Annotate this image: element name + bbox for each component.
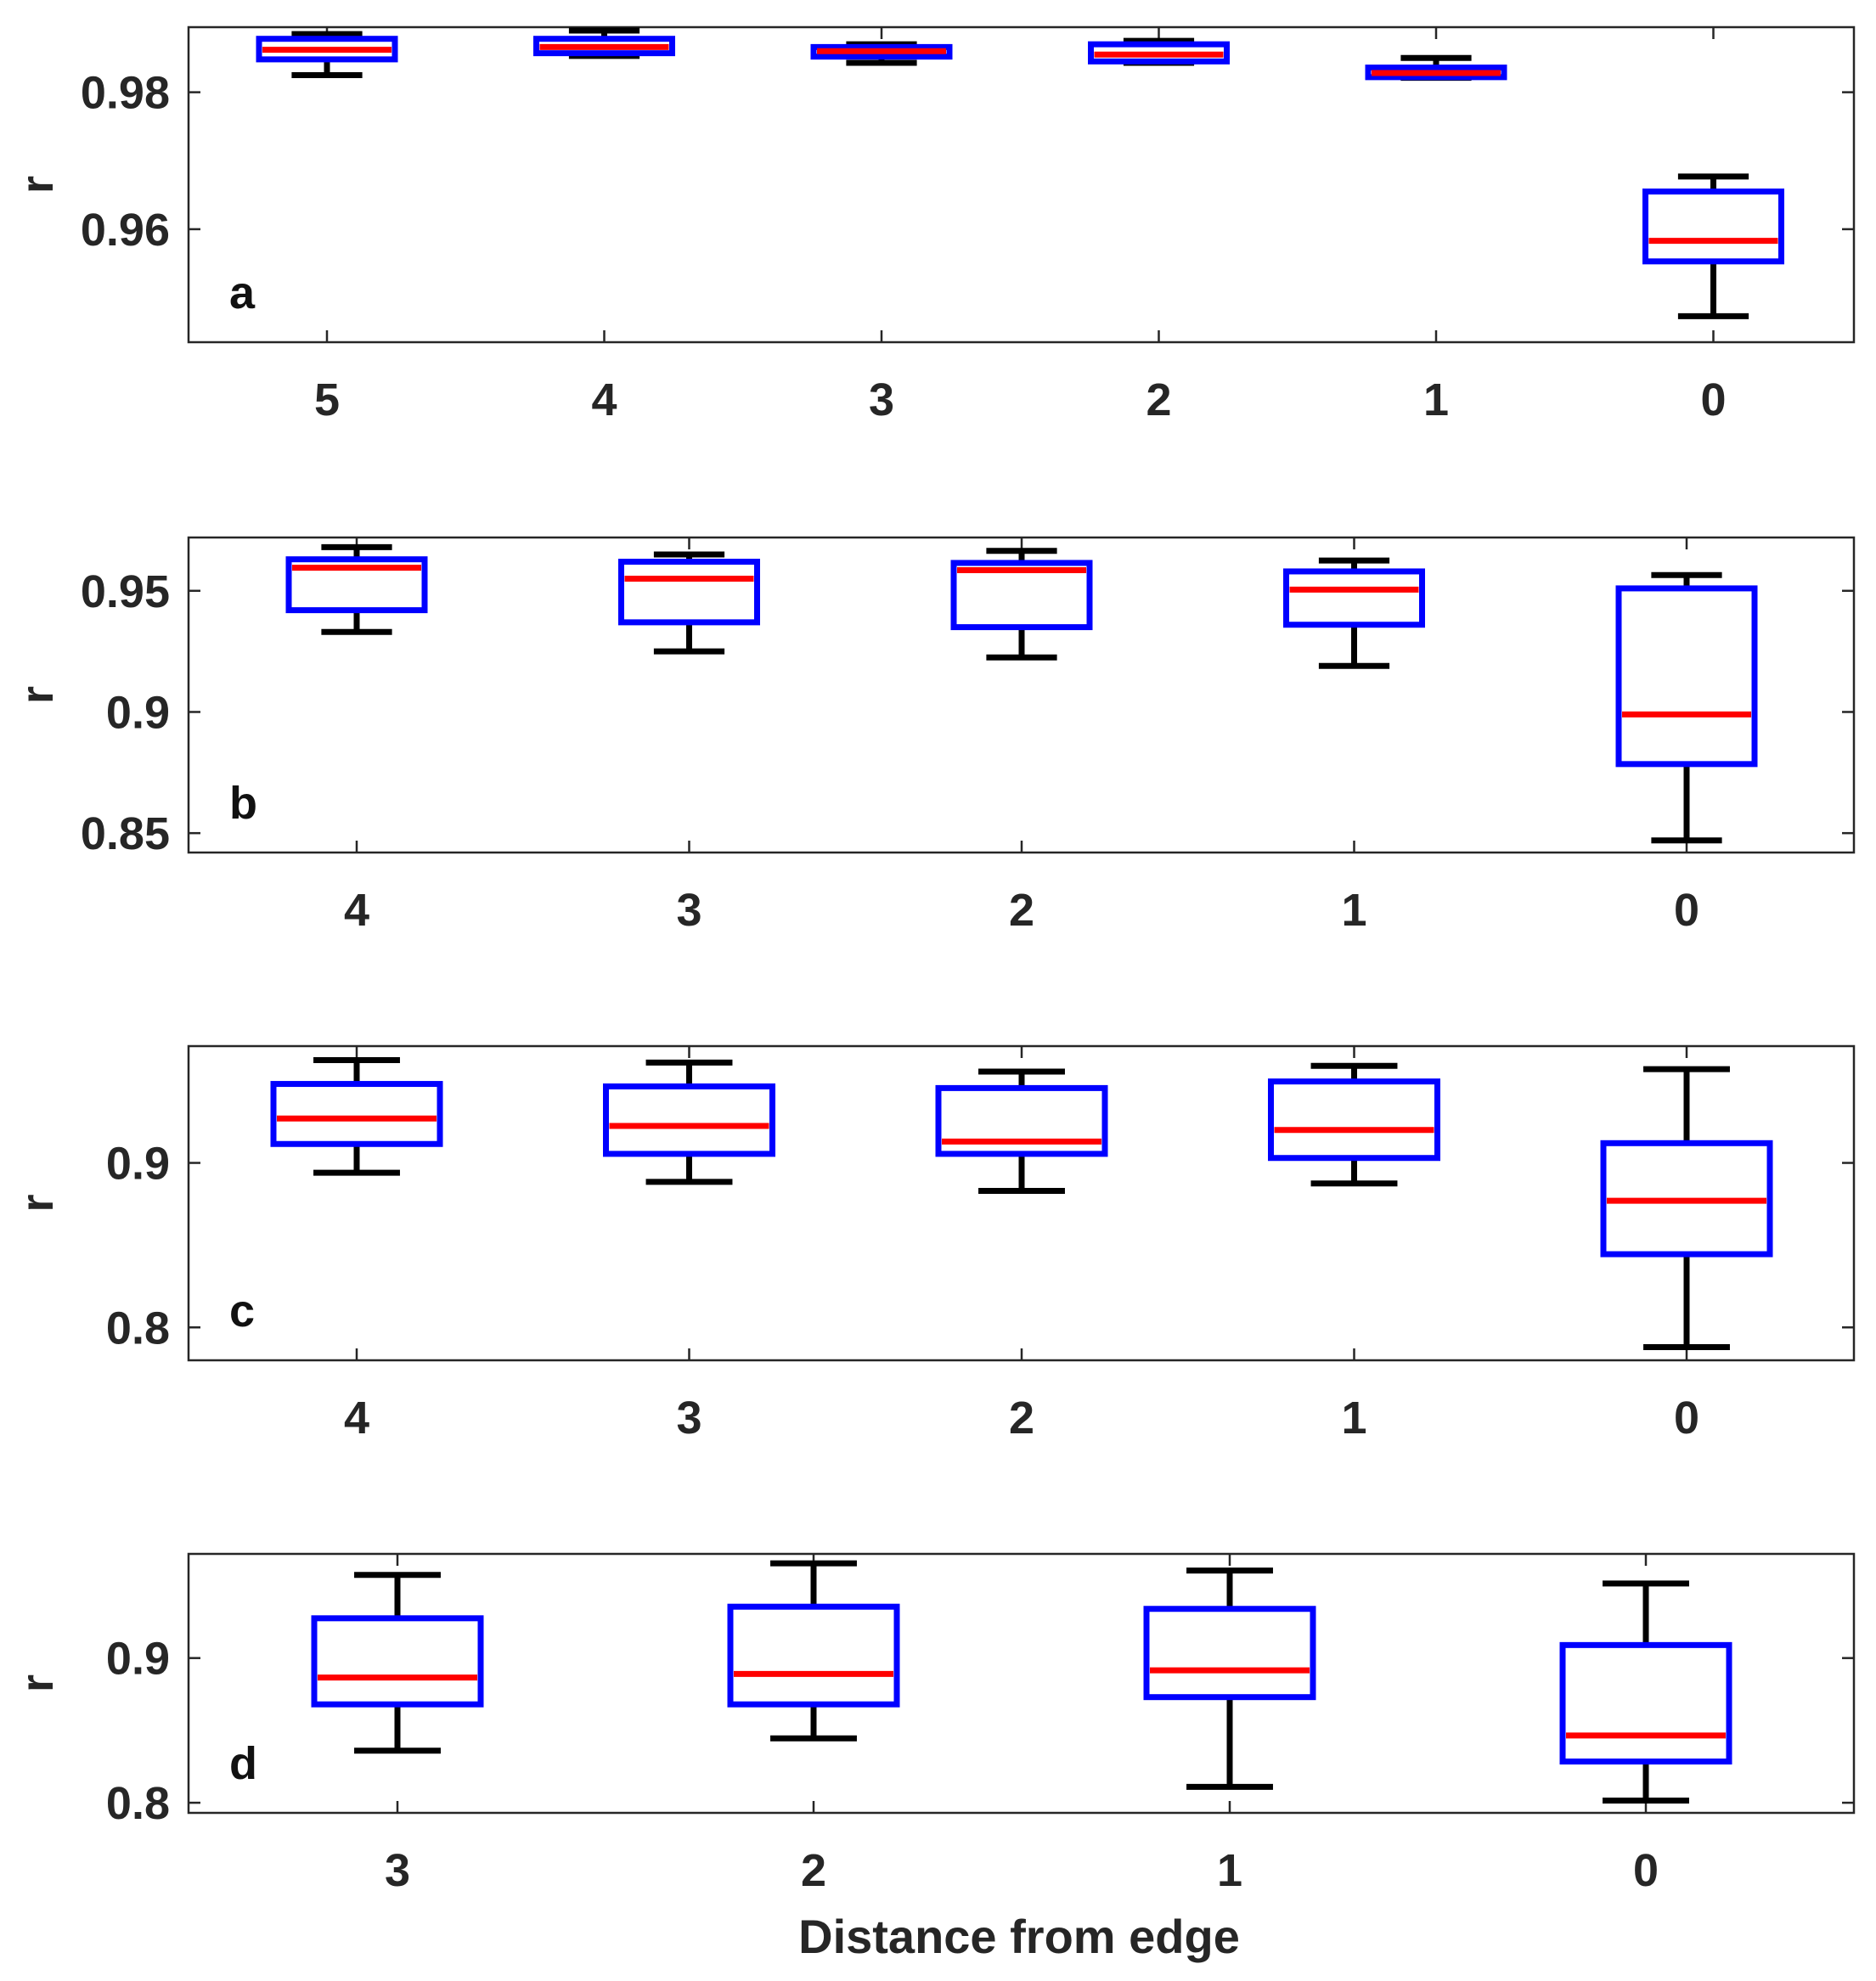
box-iqr: [1283, 568, 1425, 628]
boxplot-a-1: [1365, 54, 1507, 82]
x-tick-label: 4: [344, 885, 369, 936]
box-iqr: [950, 560, 1093, 631]
x-tick-label: 2: [801, 1845, 826, 1896]
x-tick-label: 4: [344, 1393, 369, 1444]
x-tick-label: 0: [1633, 1845, 1659, 1896]
boxplot-a-3: [810, 41, 953, 66]
boxplot-b-2: [950, 548, 1093, 661]
x-tick-label: 3: [676, 1393, 701, 1444]
x-tick-label: 1: [1217, 1845, 1242, 1896]
y-axis-label: r: [12, 176, 63, 194]
box-iqr: [1268, 1078, 1440, 1162]
y-tick-label: 0.95: [81, 566, 170, 617]
boxplot-a-2: [1088, 37, 1230, 66]
boxplot-c-3: [603, 1059, 775, 1185]
x-tick-label: 3: [676, 885, 701, 936]
boxplot-d-3: [311, 1572, 484, 1754]
x-tick-label: 3: [385, 1845, 410, 1896]
x-tick-label: 1: [1341, 885, 1366, 936]
box-iqr: [311, 1615, 484, 1708]
boxplot-a-0: [1642, 173, 1784, 319]
x-tick-label: 1: [1423, 374, 1449, 425]
boxplot-d-2: [727, 1560, 900, 1742]
x-axis-label: Distance from edge: [798, 1910, 1240, 1963]
boxplot-c-0: [1600, 1066, 1773, 1351]
panel-letter: a: [229, 267, 256, 318]
x-tick-label: 4: [591, 374, 617, 425]
axes-frame-a: [187, 25, 1856, 344]
y-tick-label: 0.8: [106, 1303, 170, 1353]
x-tick-label: 0: [1700, 374, 1726, 425]
boxplot-d-1: [1143, 1567, 1316, 1790]
x-tick-label: 1: [1341, 1393, 1366, 1444]
box-iqr: [270, 1081, 443, 1147]
panel-letter: d: [229, 1738, 257, 1789]
axes-frame-d: [187, 1552, 1856, 1815]
y-tick-label: 0.8: [106, 1778, 170, 1829]
y-tick-label: 0.9: [106, 1139, 170, 1190]
panel-d: 0.8 0.9 3 2 1 0 r d: [12, 1552, 1856, 1896]
boxplot-c-1: [1268, 1062, 1440, 1187]
y-axis-label: r: [12, 686, 63, 704]
y-tick-label: 0.9: [106, 1634, 170, 1685]
boxplot-d-0: [1559, 1580, 1732, 1804]
boxplot-b-1: [1283, 557, 1425, 669]
boxplot-b-3: [618, 551, 760, 655]
boxplot-c-2: [935, 1068, 1108, 1194]
boxplot-a-5: [256, 31, 398, 78]
panel-letter: b: [229, 778, 257, 829]
y-tick-label: 0.98: [81, 68, 170, 119]
x-tick-label: 3: [869, 374, 894, 425]
panels: 0.96 0.98 5 4 3 2 1 0 r a 0.85 0.9 0.95 4 3 2 1 0 r b 0.8 0.9…: [12, 25, 1856, 1896]
panel-a: 0.96 0.98 5 4 3 2 1 0 r a: [12, 25, 1856, 425]
box-iqr: [603, 1083, 775, 1157]
box-iqr: [1143, 1606, 1316, 1701]
box-iqr: [1615, 585, 1758, 768]
box-iqr: [1559, 1641, 1732, 1765]
x-tick-label: 2: [1146, 374, 1171, 425]
x-tick-label: 2: [1009, 885, 1034, 936]
boxplot-b-0: [1615, 571, 1758, 844]
panel-b: 0.85 0.9 0.95 4 3 2 1 0 r b: [12, 536, 1856, 936]
boxplot-a-4: [533, 27, 675, 59]
panel-c: 0.8 0.9 4 3 2 1 0 r c: [12, 1044, 1856, 1444]
boxplot-b-4: [285, 543, 428, 635]
box-iqr: [727, 1603, 900, 1708]
box-iqr: [618, 559, 760, 626]
x-tick-label: 0: [1674, 1393, 1699, 1444]
box-iqr: [1642, 189, 1784, 265]
y-tick-label: 0.96: [81, 205, 170, 256]
x-tick-label: 0: [1674, 885, 1699, 936]
y-axis-label: r: [12, 1194, 63, 1212]
y-tick-label: 0.9: [106, 687, 170, 738]
panel-letter: c: [229, 1286, 255, 1337]
x-tick-label: 5: [314, 374, 340, 425]
y-axis-label: r: [12, 1674, 63, 1692]
y-tick-label: 0.85: [81, 808, 170, 859]
x-tick-label: 2: [1009, 1393, 1034, 1444]
boxplot-c-4: [270, 1056, 443, 1176]
